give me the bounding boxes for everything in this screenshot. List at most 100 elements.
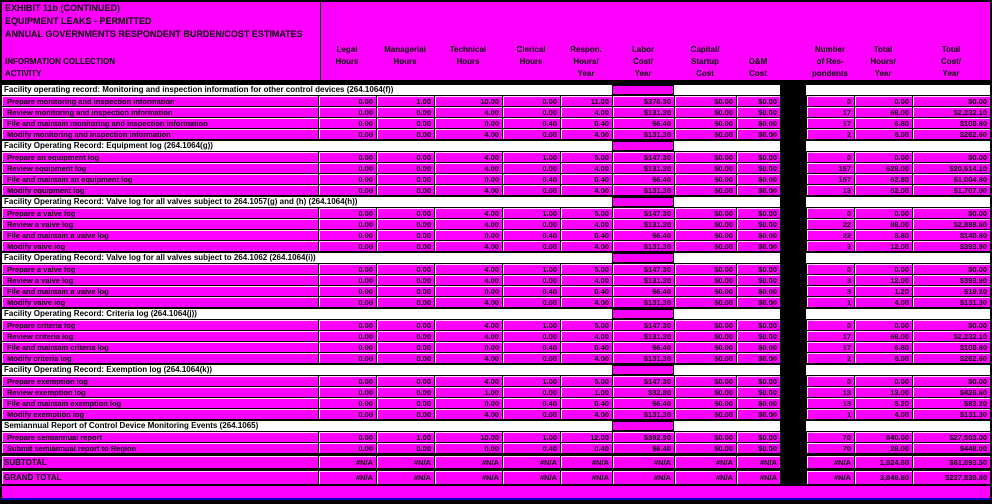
- cell-legal-hours: 0.00: [318, 129, 376, 139]
- spacer-column-cell: [780, 253, 806, 263]
- cell-total-hours-year: 6.80: [854, 118, 912, 128]
- cell-total-hours-year: 28.00: [854, 443, 912, 453]
- section-header-cell: [674, 197, 736, 207]
- cell-technical-hours: 0.00: [434, 443, 502, 453]
- cell-number-of-respondents: 17: [806, 342, 854, 352]
- column-header-labor-cost-year: Labor Cost/Year: [612, 44, 674, 80]
- cell-clerical-hours: 0.00: [502, 297, 560, 307]
- cell-legal-hours: 0.00: [318, 163, 376, 173]
- grand-total-top-border: [2, 468, 990, 471]
- cell-number-of-respondents: 22: [806, 230, 854, 240]
- cell-legal-hours: 0.00: [318, 96, 376, 106]
- cell-total-cost-year: $1,707.00: [912, 185, 990, 195]
- cell-capital-startup-cost: $0.00: [674, 174, 736, 184]
- spacer-column-cell: [780, 208, 806, 218]
- table-row: Prepare semiannual report 0.00 1.00 10.00 1.…: [2, 432, 990, 443]
- column-header-line: Cost/: [633, 57, 653, 66]
- cell-legal-hours: 0.00: [318, 443, 376, 453]
- table-row: Prepare a valve log 0.00 0.00 4.00 1.00 5.00 $…: [2, 208, 990, 219]
- activity-label: Review exemption log: [2, 387, 318, 397]
- column-header-om-cost: O&M Cost: [736, 44, 780, 80]
- cell-respondent-hours-year: 1.00: [560, 387, 612, 397]
- spacer-column-cell: [780, 365, 806, 375]
- cell-labor-cost-year: #N/A: [612, 456, 674, 468]
- cell-managerial-hours: 0.00: [376, 107, 434, 117]
- cell-total-hours-year: 12.00: [854, 275, 912, 285]
- cell-technical-hours: #N/A: [434, 456, 502, 468]
- table-row: Review a valve log 0.00 0.00 4.00 0.00 4.00 $1…: [2, 219, 990, 230]
- cell-labor-cost-year: $6.40: [612, 174, 674, 184]
- cell-number-of-respondents: 13: [806, 387, 854, 397]
- cell-clerical-hours: 0.00: [502, 163, 560, 173]
- grand-total-bottom-border: [2, 484, 990, 486]
- section-labor-cost-box: [612, 197, 674, 207]
- cell-labor-cost-year: $6.40: [612, 398, 674, 408]
- column-header-line: Year: [874, 69, 892, 78]
- cell-number-of-respondents: 0: [806, 376, 854, 386]
- column-header-clerical-hours: Clerical Hours: [502, 44, 560, 80]
- table-row: File and maintain criteria log 0.00 0.00 0.…: [2, 342, 990, 353]
- cell-number-of-respondents: 13: [806, 398, 854, 408]
- cell-number-of-respondents: 70: [806, 432, 854, 442]
- cell-legal-hours: 0.00: [318, 185, 376, 195]
- spacer-column-cell: [780, 331, 806, 341]
- cell-number-of-respondents: 3: [806, 275, 854, 285]
- cell-total-hours-year: 0.00: [854, 320, 912, 330]
- cell-labor-cost-year: $392.90: [612, 432, 674, 442]
- column-header-line: Hours: [393, 57, 417, 66]
- cell-managerial-hours: 0.00: [376, 219, 434, 229]
- cell-technical-hours: 4.00: [434, 163, 502, 173]
- column-header-line: Technical: [449, 45, 487, 54]
- cell-legal-hours: 0.00: [318, 174, 376, 184]
- cell-managerial-hours: 0.00: [376, 297, 434, 307]
- cell-respondent-hours-year: 4.00: [560, 185, 612, 195]
- cell-labor-cost-year: $131.30: [612, 107, 674, 117]
- cell-total-hours-year: 4.00: [854, 409, 912, 419]
- cell-legal-hours: #N/A: [318, 471, 376, 484]
- cell-labor-cost-year: $131.30: [612, 409, 674, 419]
- cell-capital-startup-cost: $0.00: [674, 432, 736, 442]
- cell-total-cost-year: $262.60: [912, 129, 990, 139]
- cell-respondent-hours-year: 11.00: [560, 96, 612, 106]
- spacer-column-cell: [780, 85, 806, 95]
- spacer-column-cell: [780, 174, 806, 184]
- cell-technical-hours: 4.00: [434, 275, 502, 285]
- table-row: Review a valve log 0.00 0.00 4.00 0.00 4.00 $1…: [2, 275, 990, 286]
- section-header: Semiannual Report of Control Device Moni…: [2, 420, 990, 432]
- cell-total-cost-year: $131.30: [912, 297, 990, 307]
- table-row: Modify valve log 0.00 0.00 4.00 0.00 4.00 $131…: [2, 241, 990, 252]
- section-header: Facility operating record: Monitoring an…: [2, 84, 990, 96]
- table-row: Prepare monitoring and inspection inform…: [2, 96, 990, 107]
- cell-total-hours-year: 3,848.80: [854, 471, 912, 484]
- cell-number-of-respondents: 2: [806, 129, 854, 139]
- cell-total-cost-year: $0.00: [912, 152, 990, 162]
- cell-capital-startup-cost: $0.00: [674, 129, 736, 139]
- cell-total-hours-year: 840.00: [854, 432, 912, 442]
- cell-number-of-respondents: 17: [806, 107, 854, 117]
- cell-labor-cost-year: $147.30: [612, 264, 674, 274]
- cell-legal-hours: 0.00: [318, 320, 376, 330]
- table-row: Prepare criteria log 0.00 0.00 4.00 1.00 5.00…: [2, 320, 990, 331]
- column-header-line: [736, 44, 780, 56]
- cell-total-hours-year: 0.00: [854, 152, 912, 162]
- column-header-line: [780, 56, 806, 68]
- cell-technical-hours: 4.00: [434, 331, 502, 341]
- cell-legal-hours: 0.00: [318, 398, 376, 408]
- cell-clerical-hours: 1.00: [502, 152, 560, 162]
- cell-labor-cost-year: $131.30: [612, 185, 674, 195]
- section-header-cell: [674, 421, 736, 431]
- cell-total-cost-year: $393.90: [912, 275, 990, 285]
- cell-clerical-hours: 1.00: [502, 432, 560, 442]
- cell-capital-startup-cost: $0.00: [674, 297, 736, 307]
- section-labor-cost-box: [612, 421, 674, 431]
- section-header-cell: [806, 85, 990, 95]
- cell-respondent-hours-year: 4.00: [560, 331, 612, 341]
- cell-om-cost: $0.00: [736, 264, 780, 274]
- cell-total-cost-year: $448.00: [912, 443, 990, 453]
- cell-clerical-hours: 0.00: [502, 353, 560, 363]
- cell-capital-startup-cost: $0.00: [674, 230, 736, 240]
- cell-total-hours-year: 628.00: [854, 163, 912, 173]
- section-labor-cost-box: [612, 141, 674, 151]
- cell-total-cost-year: $0.00: [912, 208, 990, 218]
- cell-technical-hours: 4.00: [434, 241, 502, 251]
